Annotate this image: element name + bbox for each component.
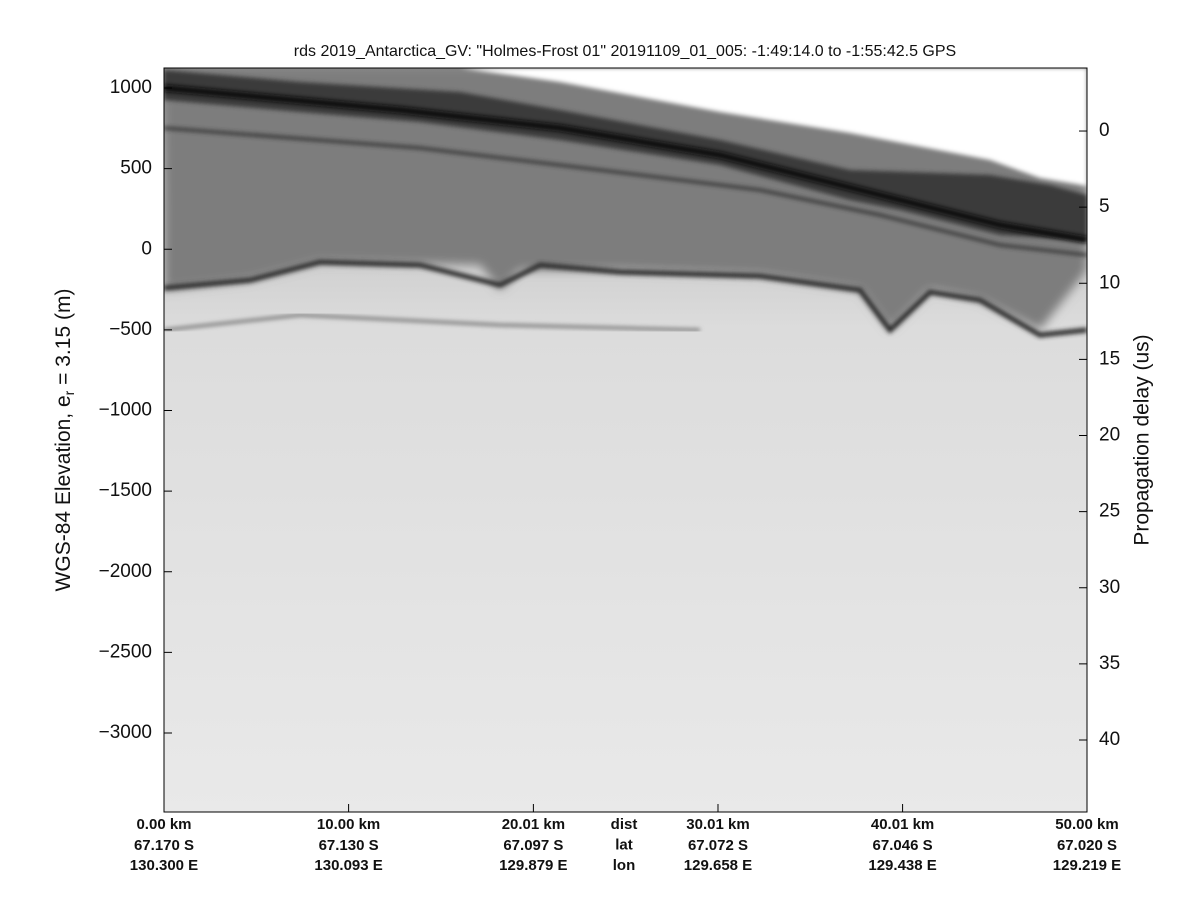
y2-tick-label: 0 <box>1099 120 1110 141</box>
row-label: dist <box>611 816 638 833</box>
lon-label: 129.658 E <box>684 857 752 874</box>
y-tick-label: −2000 <box>99 561 152 582</box>
y2-tick-label: 35 <box>1099 653 1120 674</box>
y-label-text: WGS-84 Elevation, e <box>52 395 75 591</box>
lat-label: 67.130 S <box>319 837 379 854</box>
x-tick-label: 20.01 km <box>502 816 565 833</box>
y-label-suffix: = 3.15 (m) <box>52 289 75 391</box>
row-label: lat <box>615 836 633 853</box>
y-tick-label: 1000 <box>110 77 152 98</box>
lat-label: 67.072 S <box>688 837 748 854</box>
lat-label: 67.020 S <box>1057 837 1117 854</box>
y2-tick-label: 40 <box>1099 729 1120 750</box>
y2-tick-label: 25 <box>1099 501 1120 522</box>
y-axis-label: WGS-84 Elevation, er = 3.15 (m) <box>52 289 77 592</box>
y-tick-label: −1000 <box>99 400 152 421</box>
x-tick-label: 0.00 km <box>136 816 191 833</box>
lon-label: 130.093 E <box>314 857 382 874</box>
y2-tick-label: 20 <box>1099 425 1120 446</box>
y2-axis-label: Propagation delay (us) <box>1131 334 1154 545</box>
lat-label: 67.097 S <box>503 837 563 854</box>
y2-tick-label: 5 <box>1099 196 1110 217</box>
y2-tick-label: 15 <box>1099 348 1120 369</box>
y-tick-label: 0 <box>141 238 152 259</box>
x-tick-label: 30.01 km <box>686 816 749 833</box>
lat-label: 67.046 S <box>873 837 933 854</box>
y-tick-label: −1500 <box>99 480 152 501</box>
plot-frame <box>163 67 1088 813</box>
lon-label: 130.300 E <box>130 857 198 874</box>
y-tick-label: −3000 <box>99 722 152 743</box>
y2-tick-label: 10 <box>1099 272 1120 293</box>
y-label-subscript: r <box>61 390 77 395</box>
lon-label: 129.219 E <box>1053 857 1121 874</box>
y-tick-label: −500 <box>109 319 152 340</box>
y2-tick-label: 30 <box>1099 577 1120 598</box>
chart-title: rds 2019_Antarctica_GV: "Holmes-Frost 01… <box>294 43 956 60</box>
x-tick-label: 10.00 km <box>317 816 380 833</box>
y-tick-label: −2500 <box>99 641 152 662</box>
echogram-image <box>164 68 1087 812</box>
lon-label: 129.438 E <box>868 857 936 874</box>
lat-label: 67.170 S <box>134 837 194 854</box>
row-label: lon <box>613 857 636 874</box>
x-tick-label: 50.00 km <box>1055 816 1118 833</box>
lon-label: 129.879 E <box>499 857 567 874</box>
y-tick-label: 500 <box>120 158 152 179</box>
x-tick-label: 40.01 km <box>871 816 934 833</box>
